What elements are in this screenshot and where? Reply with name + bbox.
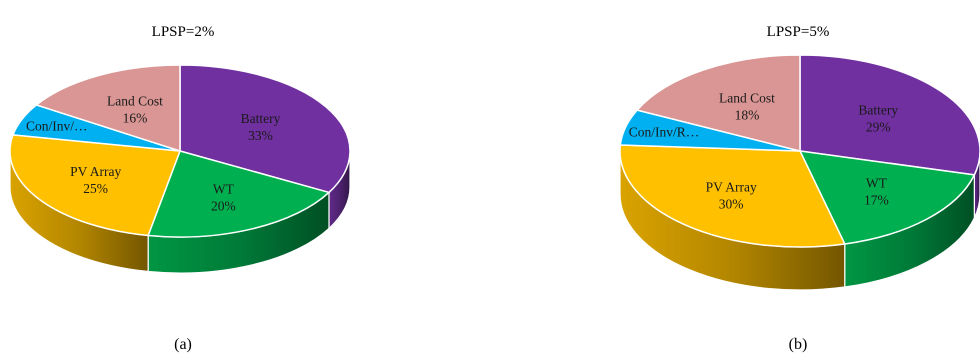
slice-wt bbox=[147, 150, 331, 238]
slice-label-pv-array: PV Array bbox=[70, 164, 121, 179]
slice-value-land-cost: 18% bbox=[735, 107, 760, 122]
slice-label-land-cost: Land Cost bbox=[107, 94, 163, 109]
slice-pv-array bbox=[619, 144, 846, 248]
slice-label-pv-array: PV Array bbox=[706, 179, 757, 194]
slice-label-wt: WT bbox=[213, 182, 235, 197]
slice-value-battery: 33% bbox=[248, 128, 273, 143]
slice-value-pv-array: 25% bbox=[83, 181, 108, 196]
slice-label-wt: WT bbox=[866, 176, 888, 191]
chart-title: LPSP=2% bbox=[152, 24, 215, 40]
pie-labels: Battery 29% WT 17% PV Array 30% Con/Inv/R… Land… bbox=[629, 90, 899, 211]
slice-value-battery: 29% bbox=[866, 120, 891, 135]
pie-chart-a: LPSP=2% Battery 33% WT 20% PV Array 25% Con/In… bbox=[9, 24, 351, 353]
slice-wt bbox=[798, 150, 976, 245]
pie-labels: Battery 33% WT 20% PV Array 25% Con/Inv/… Land … bbox=[26, 94, 281, 214]
slice-value-wt: 20% bbox=[211, 199, 236, 214]
pie-slices bbox=[9, 64, 351, 238]
slice-pv-array bbox=[9, 134, 182, 237]
slice-label-con-inv: Con/Inv/… bbox=[26, 118, 88, 133]
slice-value-pv-array: 30% bbox=[719, 196, 744, 211]
slice-land-cost bbox=[635, 54, 801, 152]
slice-label-land-cost: Land Cost bbox=[719, 90, 775, 105]
slice-value-wt: 17% bbox=[864, 193, 889, 208]
pie-chart-b: LPSP=5% Battery 29% WT 17% PV Array 30% Con/In… bbox=[619, 24, 980, 353]
slice-label-battery: Battery bbox=[241, 111, 281, 126]
pie-slices bbox=[619, 54, 980, 248]
slice-battery bbox=[179, 64, 351, 194]
chart-caption: (a) bbox=[174, 336, 192, 353]
slice-value-land-cost: 16% bbox=[123, 111, 148, 126]
chart-title: LPSP=5% bbox=[767, 24, 830, 40]
slice-label-con-inv-r: Con/Inv/R… bbox=[629, 124, 700, 139]
slice-land-cost bbox=[34, 64, 181, 153]
chart-caption: (b) bbox=[789, 336, 808, 353]
slice-label-battery: Battery bbox=[858, 103, 898, 118]
